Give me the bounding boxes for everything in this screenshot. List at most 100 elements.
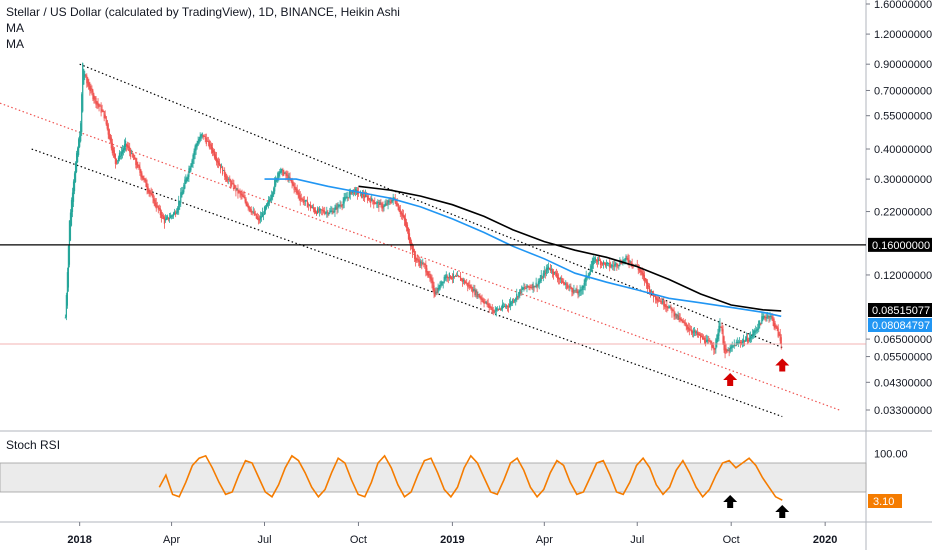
candle-body [647, 285, 650, 287]
candle-body [476, 291, 478, 298]
candle-body [635, 264, 637, 266]
candle-body [588, 273, 590, 277]
candle-body [650, 291, 653, 293]
candle-body [590, 265, 592, 272]
candle-body [82, 63, 84, 112]
candle-body [780, 337, 782, 345]
candle-body [755, 330, 757, 332]
candle-body [431, 278, 433, 284]
candle-body [426, 268, 428, 276]
candle-body [305, 200, 307, 202]
level-badge-bg [868, 237, 932, 252]
candle-body [417, 259, 419, 261]
candle-body [214, 154, 217, 160]
candle-body [67, 246, 70, 288]
candle-body [407, 227, 410, 240]
candle-body [625, 255, 627, 260]
candle-body [391, 199, 393, 203]
candle-body [219, 164, 222, 170]
candle-body [682, 320, 684, 323]
candle-body [659, 300, 661, 302]
candle-body [101, 109, 103, 112]
candle-body [544, 273, 546, 275]
candle-body [776, 326, 778, 329]
candle-body [311, 207, 314, 209]
candle-body [710, 341, 712, 345]
candle-body [754, 330, 756, 334]
candle-body [146, 183, 148, 190]
trendline-3 [0, 102, 840, 411]
ma-legend-1[interactable]: MA [6, 21, 24, 35]
candle-body [748, 337, 751, 341]
candle-body [113, 150, 115, 158]
price-axis[interactable]: 1.60000000 1.20000000 0.90000000 0.70000000… [866, 0, 932, 417]
candle-body [738, 341, 740, 343]
candle-body [403, 215, 406, 221]
ma-legend-2[interactable]: MA [6, 37, 24, 51]
candle-body [566, 283, 568, 290]
candle-body [341, 205, 343, 207]
stoch-rsi-line [158, 454, 783, 501]
candle-body [384, 204, 386, 207]
candle-body [452, 274, 455, 279]
candle-body [526, 284, 528, 288]
time-axis[interactable]: 2018 Apr Jul Oct 2019 Apr Jul Oct 2020 [67, 522, 837, 546]
candle-body [663, 301, 665, 307]
candle-body [336, 207, 338, 210]
candle-body [279, 171, 281, 175]
candle-body [90, 88, 92, 90]
candle-body [241, 193, 243, 196]
candle-body [517, 296, 519, 298]
candle-body [280, 168, 282, 173]
candle-body [673, 310, 675, 317]
candle-body [691, 331, 693, 334]
candle-body [640, 270, 642, 273]
candle-body [223, 170, 225, 172]
candle-body [353, 190, 355, 195]
candle-body [387, 200, 389, 205]
candle-body [381, 203, 383, 209]
price-tick-label: 1.20000000 [874, 29, 932, 41]
candle-body [769, 316, 771, 318]
candle-body [366, 195, 368, 197]
candle-body [493, 310, 495, 313]
candle-body [687, 326, 689, 330]
candle-body [489, 305, 491, 308]
candle-body [322, 209, 324, 211]
candle-body [65, 295, 67, 318]
candle-body [751, 336, 753, 338]
candle-body [597, 258, 600, 262]
candle-body [239, 191, 241, 194]
candle-body [153, 198, 155, 202]
candle-body [151, 193, 153, 196]
candle-body [261, 212, 264, 218]
candle-body [360, 192, 363, 198]
candle-body [436, 292, 438, 294]
candle-body [496, 308, 498, 310]
stoch-up-arrow-1 [723, 495, 738, 508]
candle-body [397, 204, 399, 211]
candle-body [411, 244, 414, 254]
candle-body [203, 135, 205, 137]
candle-body [469, 284, 471, 289]
price-tick-label: 0.04300000 [874, 377, 932, 389]
candle-body [320, 208, 322, 210]
candle-body [307, 204, 310, 206]
candle-body [460, 278, 463, 280]
candle-body [752, 333, 754, 338]
candle-body [502, 306, 505, 308]
candle-body [545, 267, 547, 274]
candle-body [743, 340, 746, 342]
candle-body [513, 301, 515, 303]
candle-body [742, 339, 745, 343]
candle-body [518, 292, 520, 297]
candle-body [680, 318, 682, 321]
candle-body [683, 321, 685, 324]
candle-body [227, 179, 229, 181]
candle-body [111, 142, 113, 154]
candle-body [275, 177, 277, 186]
candle-body [705, 340, 707, 345]
candle-body [294, 186, 296, 189]
candle-body [654, 295, 656, 297]
